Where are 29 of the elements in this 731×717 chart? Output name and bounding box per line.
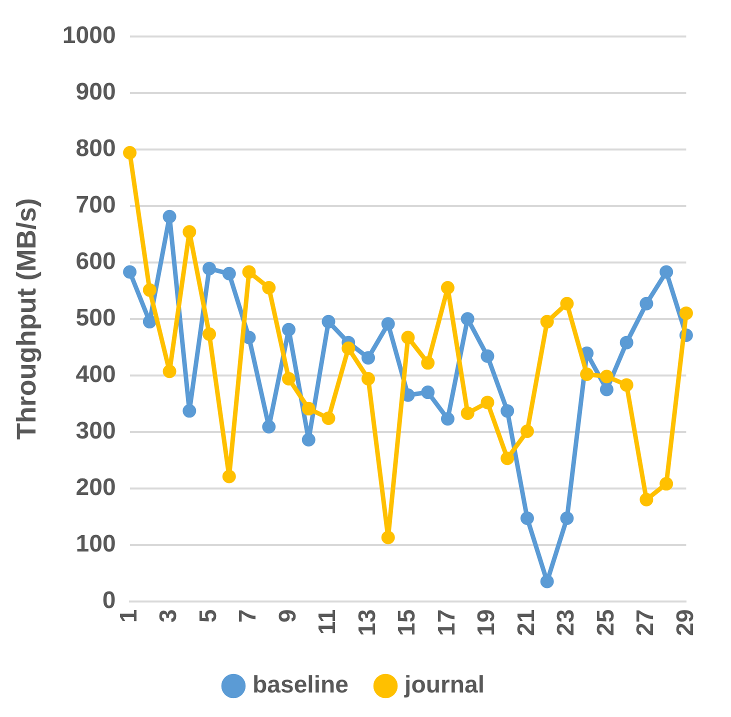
y-tick-label: 200 — [76, 474, 116, 501]
y-axis-title: Throughput (MB/s) — [12, 198, 42, 440]
x-tick-label: 9 — [274, 609, 302, 623]
x-tick-label: 21 — [512, 609, 540, 636]
y-tick-label: 400 — [76, 360, 116, 388]
x-tick-label: 11 — [314, 609, 342, 635]
y-tick-label: 1000 — [62, 22, 116, 50]
x-tick-label: 25 — [592, 609, 620, 636]
x-tick-label: 17 — [433, 609, 460, 636]
x-tick-label: 15 — [394, 609, 421, 636]
x-tick-label: 13 — [354, 609, 381, 636]
x-tick-label: 23 — [552, 609, 580, 636]
x-tick-label: 27 — [632, 609, 660, 636]
legend-label: journal — [404, 672, 485, 699]
y-tick-label: 500 — [76, 304, 116, 332]
x-tick-label: 5 — [194, 609, 222, 623]
x-tick-label: 29 — [672, 609, 699, 636]
legend-label: baseline — [252, 672, 349, 699]
y-tick-label: 600 — [76, 248, 116, 275]
x-tick-label: 7 — [234, 609, 262, 623]
x-tick-label: 3 — [155, 609, 182, 623]
y-tick-label: 100 — [76, 530, 116, 558]
x-tick-label: 19 — [473, 609, 500, 636]
y-tick-label: 0 — [102, 586, 116, 614]
y-tick-label: 900 — [76, 78, 116, 106]
y-tick-label: 300 — [76, 417, 116, 444]
x-tick-label: 1 — [115, 609, 142, 623]
y-tick-label: 700 — [76, 191, 116, 218]
y-tick-label: 800 — [76, 135, 116, 162]
